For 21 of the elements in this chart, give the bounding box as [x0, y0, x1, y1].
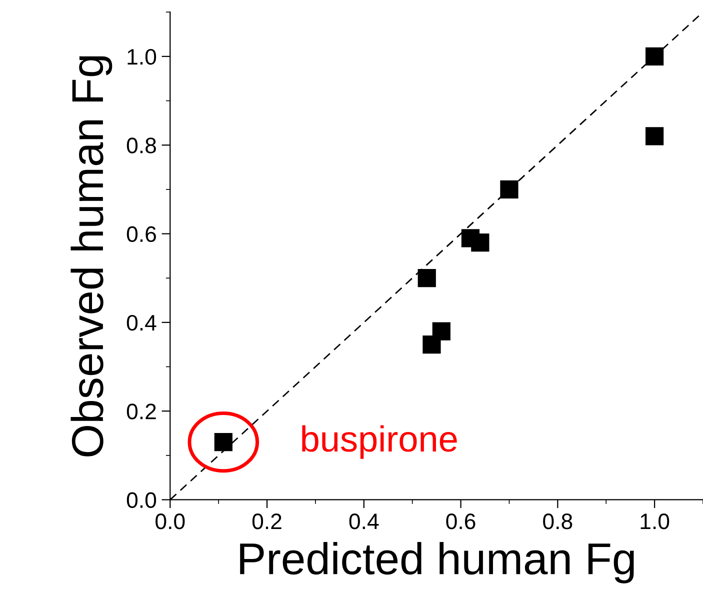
- y-tick-label: 1.0: [128, 48, 156, 65]
- point: [646, 127, 664, 146]
- y-tick-label: 0.2: [126, 404, 156, 420]
- x-tick-label: 0.8: [543, 514, 572, 530]
- x-tick-label: 0.6: [446, 514, 476, 530]
- x-axis-title: Predicted human Fg: [240, 542, 634, 584]
- y-axis-title: Observed human Fg: [70, 56, 112, 456]
- point: [471, 234, 490, 252]
- annotation: buspirone: [302, 425, 457, 459]
- x-tick-label: 0.4: [349, 514, 379, 530]
- y-tick-label: 0.6: [126, 226, 156, 242]
- point: [422, 336, 441, 354]
- x-tick-label: 0.2: [252, 514, 282, 530]
- y-tick-label: 0.4: [126, 314, 156, 331]
- x-tick-label: 1.0: [640, 514, 670, 530]
- y-tick-label: 0.0: [126, 492, 156, 508]
- point: [418, 269, 436, 288]
- point: [500, 180, 518, 198]
- point: [646, 47, 664, 66]
- y-tick-label: 0.8: [126, 138, 156, 154]
- x-tick-label: 0.0: [156, 514, 185, 530]
